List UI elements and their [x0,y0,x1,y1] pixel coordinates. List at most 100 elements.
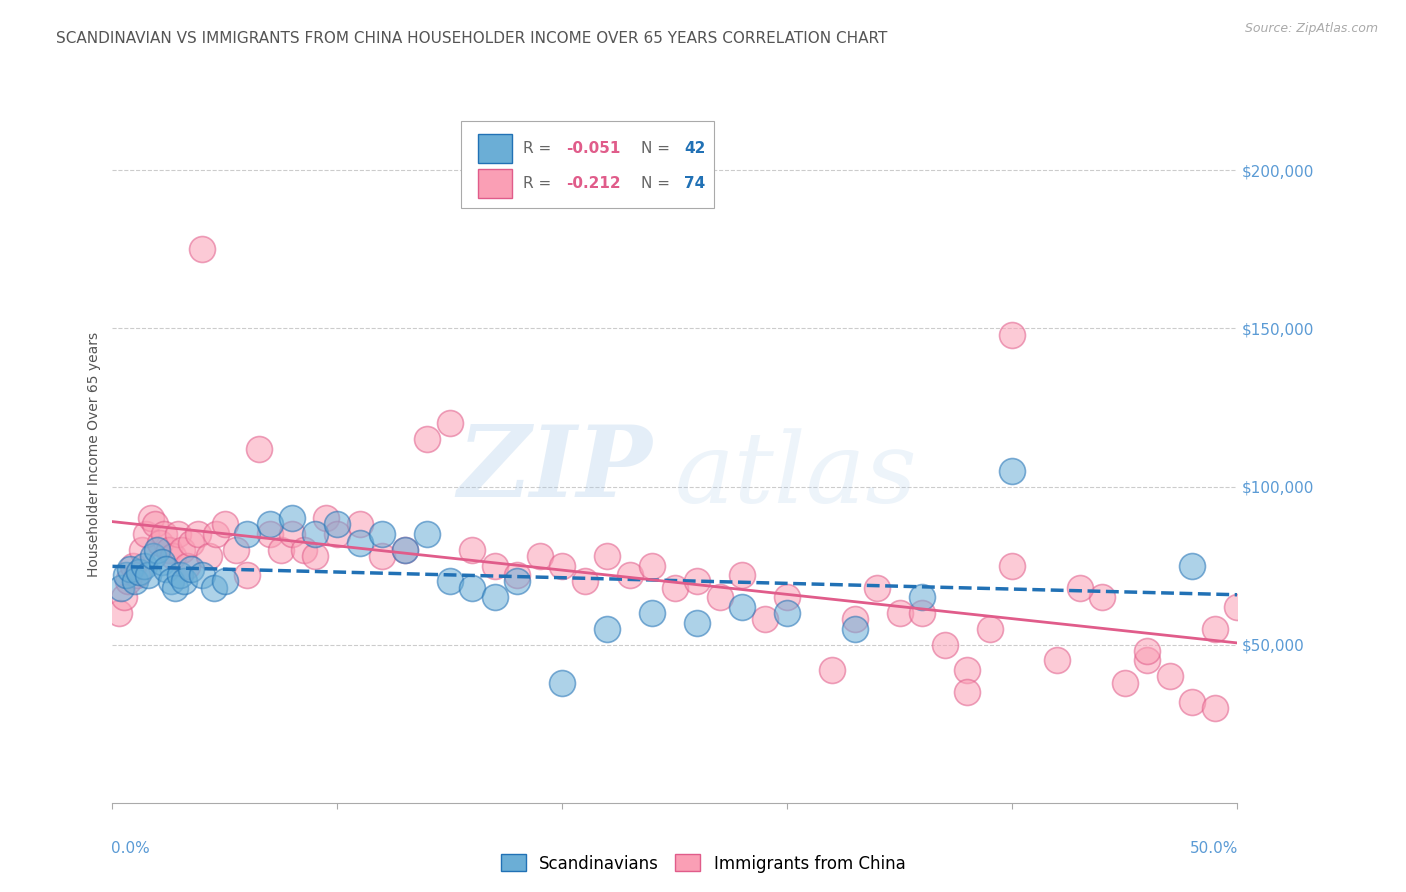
Point [956,663,979,677]
Point [641,558,664,573]
Point [292,542,315,557]
Point [176,558,198,573]
Point [574,574,596,589]
Point [439,417,461,431]
Point [529,549,551,563]
Point [821,663,844,677]
Point [172,542,194,557]
Point [394,542,416,557]
Point [225,542,247,557]
Point [205,527,228,541]
Point [979,622,1001,636]
Point [146,542,169,557]
Point [153,527,176,541]
Point [160,574,183,589]
Point [776,606,799,620]
Point [686,574,709,589]
Point [506,574,529,589]
Point [304,527,326,541]
Point [110,581,132,595]
Point [371,549,394,563]
Point [1001,327,1024,342]
Point [506,568,529,582]
Point [191,568,214,582]
Point [155,562,177,576]
Point [1159,669,1181,683]
Point [349,517,371,532]
Text: Source: ZipAtlas.com: Source: ZipAtlas.com [1244,22,1378,36]
Point [731,599,754,614]
Point [416,527,439,541]
Text: N =: N = [641,176,675,191]
Text: 42: 42 [683,141,706,156]
Point [191,243,214,257]
Point [180,562,202,576]
Point [139,511,162,525]
Point [371,527,394,541]
Point [956,685,979,699]
Point [1226,599,1249,614]
Point [149,536,172,550]
Point [416,432,439,446]
Point [187,527,209,541]
Point [461,542,484,557]
Point [349,536,371,550]
FancyBboxPatch shape [461,121,714,208]
Point [120,562,142,576]
Text: N =: N = [641,141,675,156]
Text: SCANDINAVIAN VS IMMIGRANTS FROM CHINA HOUSEHOLDER INCOME OVER 65 YEARS CORRELATI: SCANDINAVIAN VS IMMIGRANTS FROM CHINA HO… [56,31,887,46]
Point [866,581,889,595]
Point [128,565,150,579]
Point [165,581,187,595]
Point [162,549,184,563]
Point [551,558,574,573]
Point [394,542,416,557]
Point [889,606,911,620]
Text: 74: 74 [683,176,706,191]
Point [259,517,281,532]
FancyBboxPatch shape [478,169,512,198]
Text: 50.0%: 50.0% [1189,841,1239,856]
FancyBboxPatch shape [478,134,512,163]
Y-axis label: Householder Income Over 65 years: Householder Income Over 65 years [87,333,101,577]
Point [247,442,270,456]
Point [108,606,131,620]
Point [1001,464,1024,478]
Point [731,568,754,582]
Point [326,527,349,541]
Text: R =: R = [523,176,557,191]
Point [596,549,619,563]
Point [1136,644,1159,658]
Point [169,568,191,582]
Legend: Scandinavians, Immigrants from China: Scandinavians, Immigrants from China [494,847,912,880]
Point [270,542,292,557]
Point [198,549,221,563]
Point [236,527,259,541]
Point [132,558,155,573]
Point [166,527,188,541]
Text: 0.0%: 0.0% [111,841,150,856]
Point [202,581,225,595]
Point [551,675,574,690]
Text: ZIP: ZIP [457,421,652,517]
Point [115,568,138,582]
Point [686,615,709,630]
Point [142,549,165,563]
Point [127,568,149,582]
Point [1046,653,1069,667]
Point [1136,653,1159,667]
Point [664,581,686,595]
Point [138,568,160,582]
Point [911,591,934,605]
Point [180,536,202,550]
Point [326,517,349,532]
Point [934,638,956,652]
Point [641,606,664,620]
Point [596,622,619,636]
Point [484,591,506,605]
Point [281,511,304,525]
Text: -0.212: -0.212 [565,176,620,191]
Point [1181,695,1204,709]
Point [619,568,641,582]
Point [157,542,180,557]
